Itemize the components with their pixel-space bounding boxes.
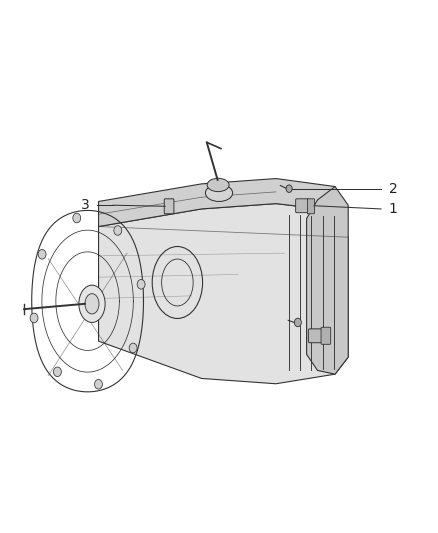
Polygon shape	[99, 204, 348, 384]
Circle shape	[38, 249, 46, 259]
Circle shape	[73, 213, 81, 223]
FancyBboxPatch shape	[307, 199, 314, 214]
Circle shape	[53, 367, 61, 377]
Ellipse shape	[205, 184, 233, 201]
Circle shape	[114, 225, 122, 235]
Text: 3: 3	[81, 198, 90, 212]
Circle shape	[286, 185, 292, 192]
Ellipse shape	[79, 285, 105, 322]
Circle shape	[294, 318, 301, 327]
Ellipse shape	[207, 178, 229, 191]
Polygon shape	[99, 179, 335, 227]
FancyBboxPatch shape	[308, 329, 323, 343]
FancyBboxPatch shape	[164, 199, 174, 214]
Circle shape	[95, 379, 102, 389]
Text: 1: 1	[389, 202, 397, 216]
Ellipse shape	[85, 294, 99, 314]
Polygon shape	[307, 187, 348, 374]
Circle shape	[30, 313, 38, 323]
Circle shape	[137, 279, 145, 289]
Text: 2: 2	[389, 182, 397, 196]
FancyBboxPatch shape	[321, 327, 331, 344]
Circle shape	[129, 343, 137, 353]
FancyBboxPatch shape	[296, 199, 309, 213]
